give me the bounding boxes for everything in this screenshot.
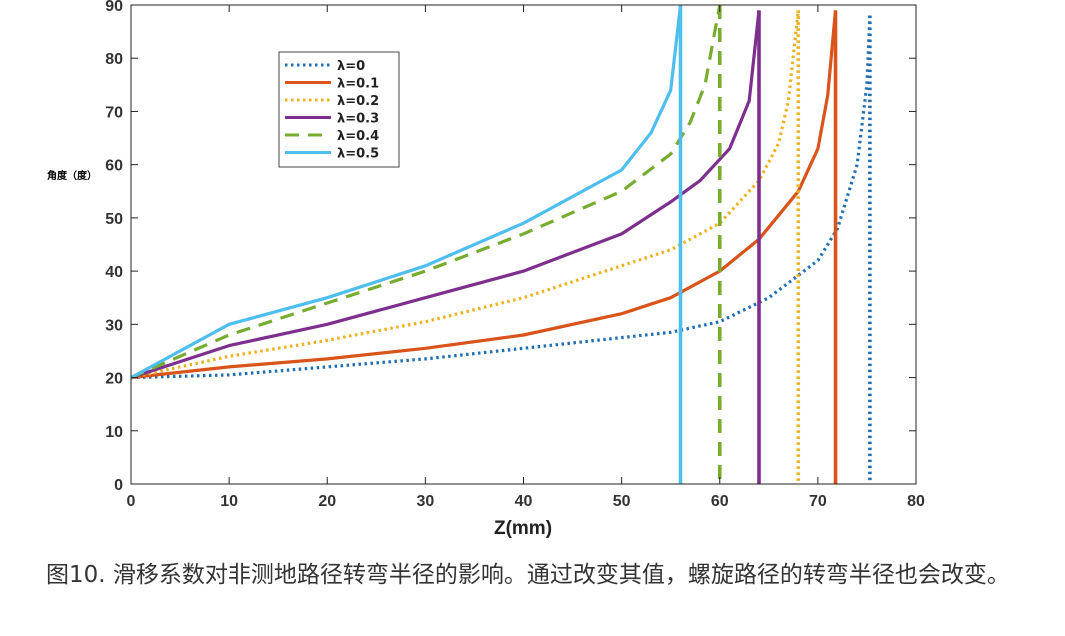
series-line-4 <box>130 4 722 380</box>
legend-label-0: λ=0 <box>337 59 365 74</box>
y-tick-label: 20 <box>105 371 123 388</box>
x-tick-label: 0 <box>127 493 136 510</box>
y-tick-label: 50 <box>105 211 123 228</box>
x-tick-label: 70 <box>809 493 827 510</box>
x-tick-label: 50 <box>613 493 631 510</box>
legend-label-3: λ=0.3 <box>337 112 379 127</box>
series-line-5 <box>130 4 683 380</box>
y-tick-label: 80 <box>105 51 123 68</box>
x-tick-label: 10 <box>220 493 238 510</box>
line-chart: 0 10 20 30 40 50 60 70 80 0 10 20 30 40 50 60 70 80 90 Z(m… <box>105 0 925 539</box>
x-tick-label: 40 <box>515 493 533 510</box>
y-tick-label: 0 <box>114 477 123 494</box>
y-tick-label: 60 <box>105 158 123 175</box>
series-line-2 <box>130 10 800 380</box>
figure-caption: 图10. 滑移系数对非测地路径转弯半径的影响。通过改变其值，螺旋路径的转弯半径也… <box>46 562 1010 588</box>
legend-label-5: λ=0.5 <box>337 147 379 162</box>
y-tick-label: 40 <box>105 264 123 281</box>
y-tick-label: 30 <box>105 317 123 334</box>
legend-label-1: λ=0.1 <box>337 77 379 92</box>
y-tick-label: 10 <box>105 424 123 441</box>
y-tick-label: 90 <box>105 0 123 15</box>
x-axis-label: Z(mm) <box>494 518 552 539</box>
y-axis-label: 角度（度） <box>47 171 97 182</box>
x-tick-label: 60 <box>711 493 729 510</box>
plot-lines <box>130 4 872 484</box>
x-tick-label: 30 <box>416 493 434 510</box>
axis-ticks: 0 10 20 30 40 50 60 70 80 0 10 20 30 40 50 60 70 80 90 <box>105 0 925 510</box>
y-tick-label: 70 <box>105 104 123 121</box>
legend-box <box>278 51 400 168</box>
legend-label-4: λ=0.4 <box>337 129 379 144</box>
series-line-1 <box>130 10 838 380</box>
legend: λ=0 λ=0.1 λ=0.2 λ=0.3 λ=0.4 λ=0.5 <box>278 51 400 168</box>
series-line-3 <box>130 10 761 380</box>
legend-label-2: λ=0.2 <box>337 94 379 109</box>
x-tick-label: 80 <box>907 493 925 510</box>
x-tick-label: 20 <box>318 493 336 510</box>
